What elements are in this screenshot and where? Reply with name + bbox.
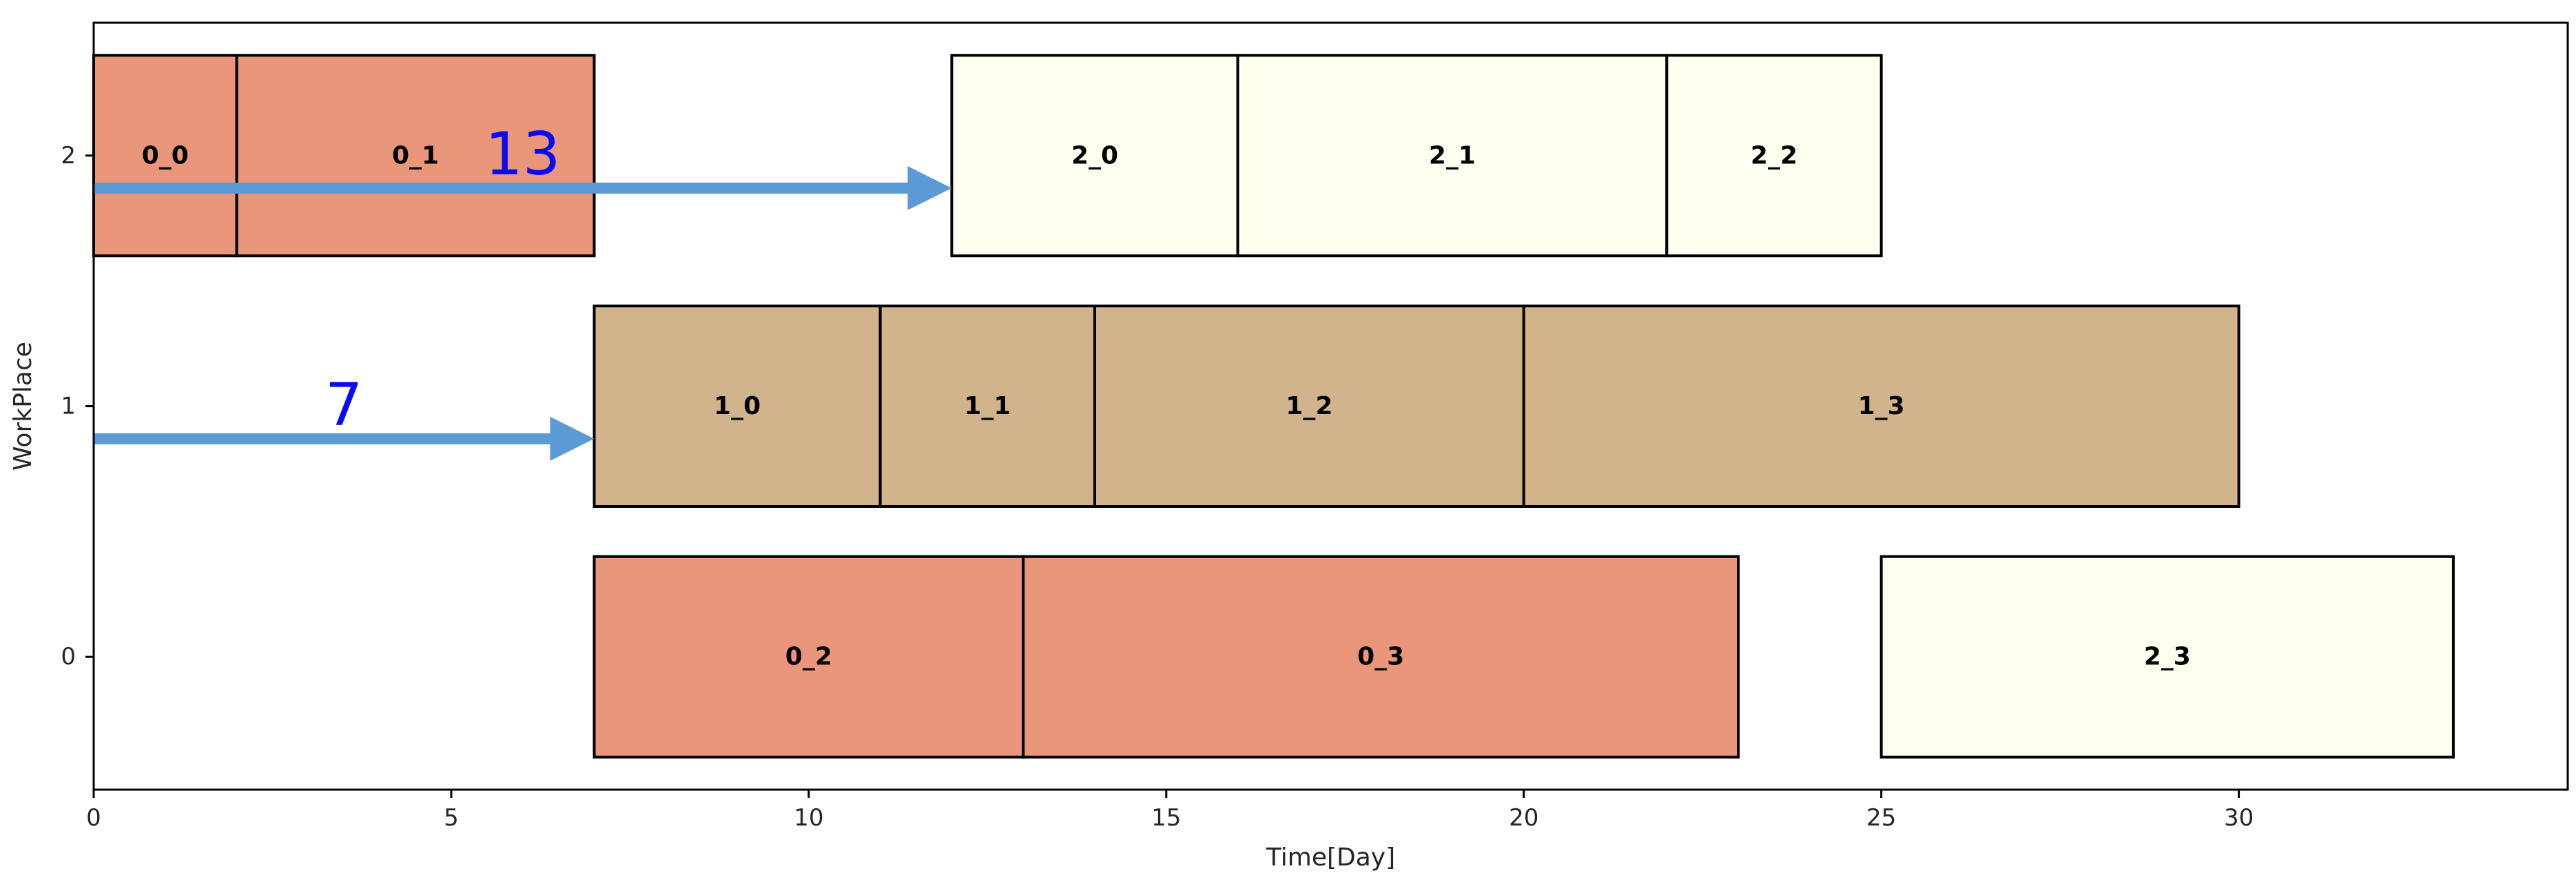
y-axis-label: WorkPlace — [9, 342, 37, 471]
x-tick-label: 5 — [444, 804, 459, 832]
x-tick-label: 25 — [1866, 804, 1896, 832]
task-label-2_1: 2_1 — [1429, 141, 1476, 170]
x-tick-label: 20 — [1509, 804, 1538, 832]
task-bar-1_1 — [878, 305, 1097, 508]
x-tick-label: 0 — [86, 804, 101, 832]
x-tick-label: 15 — [1151, 804, 1181, 832]
task-bar-2_1 — [1236, 54, 1669, 258]
x-tick-label: 10 — [794, 804, 823, 832]
arrow-label-7: 7 — [325, 371, 363, 440]
task-bar-2_3 — [1879, 555, 2455, 759]
task-bar-1_0 — [593, 305, 882, 508]
task-label-0_2: 0_2 — [785, 643, 832, 671]
y-axis-ticks: 0 1 2 — [61, 142, 94, 670]
bars-layer — [92, 54, 2455, 759]
task-label-1_1: 1_1 — [964, 392, 1011, 420]
task-label-0_1: 0_1 — [392, 141, 439, 170]
task-bar-0_2 — [593, 555, 1025, 759]
y-tick-label: 1 — [61, 393, 76, 420]
task-bar-0_0 — [92, 54, 238, 258]
task-label-2_3: 2_3 — [2144, 643, 2191, 671]
y-tick-label: 2 — [61, 142, 76, 170]
task-label-2_0: 2_0 — [1071, 141, 1118, 170]
task-bar-0_1 — [235, 54, 596, 258]
task-label-0_3: 0_3 — [1357, 643, 1404, 671]
x-axis-ticks: 0 5 10 15 20 25 30 — [86, 790, 2254, 832]
x-tick-label: 30 — [2224, 804, 2254, 832]
task-label-1_2: 1_2 — [1286, 392, 1332, 420]
task-bar-1_3 — [1522, 305, 2240, 508]
task-bar-2_2 — [1665, 54, 1883, 258]
task-label-1_3: 1_3 — [1858, 392, 1905, 420]
arrow-13 — [94, 166, 952, 211]
task-bar-2_0 — [950, 54, 1239, 258]
arrow-label-13: 13 — [485, 120, 560, 189]
task-bar-1_2 — [1093, 305, 1525, 508]
task-labels-layer: 0_0 0_1 2_0 2_1 2_2 1_0 1_1 1_2 1_3 0_2 0_3 2_3 — [142, 141, 2191, 670]
task-bar-0_3 — [1022, 555, 1740, 759]
task-label-2_2: 2_2 — [1751, 141, 1797, 170]
task-label-0_0: 0_0 — [142, 141, 189, 170]
arrows-layer: 13 7 — [94, 120, 952, 461]
arrow-7 — [94, 416, 595, 461]
x-axis-label: Time[Day] — [1266, 843, 1395, 872]
task-label-1_0: 1_0 — [714, 392, 761, 420]
y-tick-label: 0 — [61, 643, 76, 670]
